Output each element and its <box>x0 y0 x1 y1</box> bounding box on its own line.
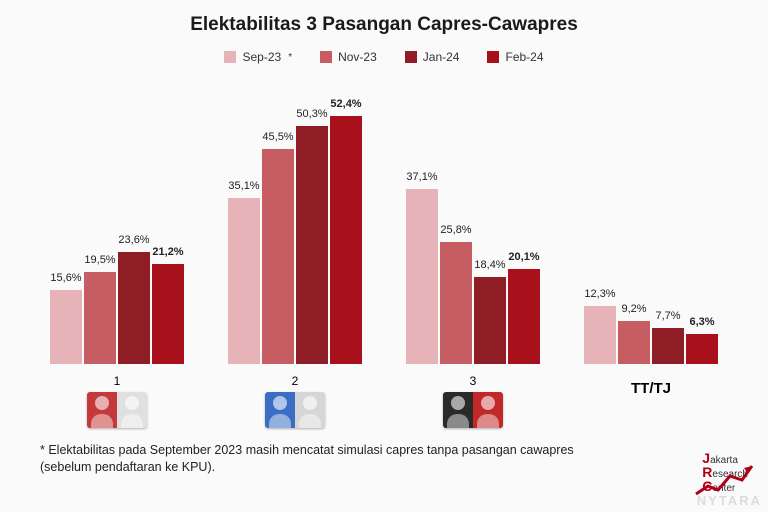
legend-swatch <box>320 51 332 63</box>
group-axis-label: 1 <box>87 374 147 428</box>
legend-swatch <box>405 51 417 63</box>
bar: 25,8% <box>440 242 472 364</box>
bar-value-label: 21,2% <box>152 246 183 258</box>
group-axis-label: 3 <box>443 374 503 428</box>
legend-swatch <box>224 51 236 63</box>
bar: 20,1% <box>508 269 540 364</box>
bar: 6,3% <box>686 334 718 364</box>
candidate-photo-half <box>295 392 325 428</box>
bar-value-label: 37,1% <box>406 171 437 183</box>
legend-label: Feb-24 <box>505 50 543 64</box>
bar-group: 15,6%19,5%23,6%21,2%1 <box>50 252 184 364</box>
bar-groups: 15,6%19,5%23,6%21,2%135,1%45,5%50,3%52,4… <box>40 84 728 364</box>
legend-swatch <box>487 51 499 63</box>
bar-value-label: 35,1% <box>228 180 259 192</box>
bar-value-label: 25,8% <box>440 224 471 236</box>
legend-label: Sep-23 <box>242 50 281 64</box>
candidate-photo-half <box>87 392 117 428</box>
legend-label: Nov-23 <box>338 50 377 64</box>
bar-value-label: 15,6% <box>50 272 81 284</box>
bar-value-label: 45,5% <box>262 131 293 143</box>
candidate-pair-photo <box>443 392 503 428</box>
candidate-photo-half <box>265 392 295 428</box>
pair-number: 3 <box>443 374 503 388</box>
bar-value-label: 23,6% <box>118 234 149 246</box>
group-axis-label: TT/TJ <box>631 380 671 397</box>
bar: 19,5% <box>84 272 116 364</box>
group-axis-label: 2 <box>265 374 325 428</box>
candidate-pair-photo <box>87 392 147 428</box>
bar: 52,4% <box>330 116 362 364</box>
bar: 9,2% <box>618 321 650 364</box>
bar-value-label: 12,3% <box>584 288 615 300</box>
bar: 50,3% <box>296 126 328 364</box>
bar-group: 37,1%25,8%18,4%20,1%3 <box>406 189 540 364</box>
candidate-photo-half <box>117 392 147 428</box>
legend-label: Jan-24 <box>423 50 460 64</box>
bar: 12,3% <box>584 306 616 364</box>
bar: 37,1% <box>406 189 438 364</box>
bar-value-label: 20,1% <box>508 251 539 263</box>
candidate-photo-half <box>443 392 473 428</box>
bar-value-label: 6,3% <box>689 316 714 328</box>
bar-group: 12,3%9,2%7,7%6,3%TT/TJ <box>584 306 718 364</box>
bar: 35,1% <box>228 198 260 364</box>
footnote: * Elektabilitas pada September 2023 masi… <box>40 442 608 476</box>
legend-star-icon: * <box>288 52 292 63</box>
bar: 15,6% <box>50 290 82 364</box>
source-logo: JakartaResearchCenter <box>702 452 748 494</box>
logo-arrow-icon <box>694 462 754 496</box>
bar: 7,7% <box>652 328 684 364</box>
chart-title: Elektabilitas 3 Pasangan Capres-Cawapres <box>0 0 768 36</box>
bar-value-label: 9,2% <box>621 303 646 315</box>
watermark: NYTARA <box>697 493 762 508</box>
bar: 21,2% <box>152 264 184 364</box>
pair-number: 1 <box>87 374 147 388</box>
bar-value-label: 19,5% <box>84 254 115 266</box>
bar-value-label: 18,4% <box>474 259 505 271</box>
legend-item: Feb-24 <box>487 50 543 64</box>
pair-number: 2 <box>265 374 325 388</box>
candidate-pair-photo <box>265 392 325 428</box>
candidate-photo-half <box>473 392 503 428</box>
bar: 23,6% <box>118 252 150 364</box>
bar-value-label: 7,7% <box>655 310 680 322</box>
chart-area: 15,6%19,5%23,6%21,2%135,1%45,5%50,3%52,4… <box>40 84 728 364</box>
bar-value-label: 52,4% <box>330 98 361 110</box>
legend: Sep-23 * Nov-23 Jan-24 Feb-24 <box>0 50 768 64</box>
legend-item: Nov-23 <box>320 50 377 64</box>
legend-item: Jan-24 <box>405 50 460 64</box>
bar: 45,5% <box>262 149 294 364</box>
bar: 18,4% <box>474 277 506 364</box>
legend-item: Sep-23 * <box>224 50 292 64</box>
bar-value-label: 50,3% <box>296 108 327 120</box>
bar-group: 35,1%45,5%50,3%52,4%2 <box>228 116 362 364</box>
